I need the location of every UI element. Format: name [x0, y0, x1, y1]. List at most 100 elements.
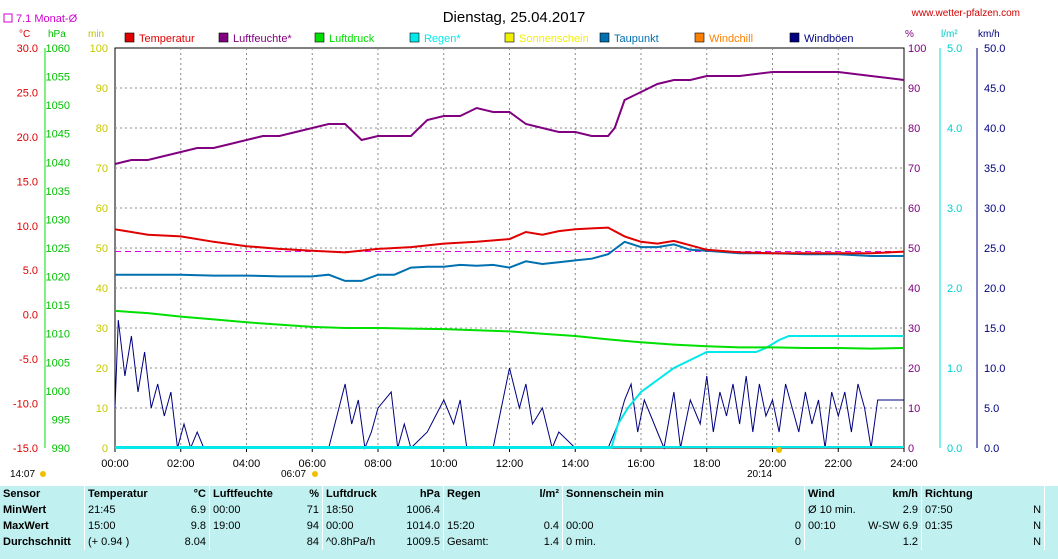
y-tick-humidity: 40 [908, 283, 920, 295]
stats-cell: 0 min. [562, 534, 743, 550]
legend-swatch [314, 32, 325, 43]
y-tick-minutes: 20 [96, 363, 108, 375]
stats-cell: 00:10 [804, 518, 862, 534]
stats-row-max: MaxWert 15:00 9.8 19:00 94 00:00 1014.0 … [0, 518, 1058, 534]
stats-cell [562, 502, 743, 518]
sunset-time: 20:14 [747, 469, 772, 480]
stats-cell: 1.4 [543, 536, 559, 548]
y-tick-wind: 30.0 [984, 203, 1005, 215]
y-tick-rain: 3.0 [947, 203, 962, 215]
stats-header-temp-unit: °C [193, 488, 206, 500]
stats-cell: 6.9 [190, 504, 206, 516]
y-tick-temp: -5.0 [19, 354, 38, 366]
sunset-icon [776, 447, 782, 453]
y-tick-pressure: 1010 [46, 329, 70, 341]
legend: Temperatur Luftfeuchte* Luftdruck Regen* Son… [124, 32, 854, 45]
y-tick-wind: 25.0 [984, 243, 1005, 255]
stats-cell: 1.2 [902, 536, 919, 548]
legend-swatch [218, 32, 229, 43]
y-tick-temp: 0.0 [23, 310, 38, 322]
stats-table: Sensor Temperatur °C Luftfeuchte % Luftd… [0, 486, 1058, 559]
stats-cell [209, 534, 288, 550]
stats-header-sensor: Sensor [3, 488, 41, 500]
data-series [114, 71, 905, 450]
y-tick-pressure: 1015 [46, 300, 70, 312]
x-tick-label: 12:00 [496, 458, 524, 470]
legend-label: Windböen [804, 33, 854, 45]
y-tick-temp: -10.0 [13, 399, 38, 411]
x-axis: 00:00 02:00 04:00 06:00 08:00 10:00 12:00 14:00… [101, 448, 918, 470]
stats-cell: 19:00 [209, 518, 288, 534]
legend-label: Windchill [709, 33, 753, 45]
series-regen [115, 335, 904, 449]
y-tick-humidity: 100 [908, 43, 926, 55]
y-tick-pressure: 1055 [46, 72, 70, 84]
stats-filler [1044, 502, 1058, 518]
y-tick-rain: 0.0 [947, 443, 962, 455]
series-luftdruck [114, 309, 905, 350]
y-tick-minutes: 60 [96, 203, 108, 215]
stats-row-label: MaxWert [3, 520, 49, 532]
stats-cell: Gesamt: [443, 534, 518, 550]
y-tick-minutes: 40 [96, 283, 108, 295]
stats-cell: 15:00 [84, 518, 163, 534]
x-tick-label: 06:00 [298, 458, 326, 470]
y-tick-humidity: 80 [908, 123, 920, 135]
x-tick-label: 10:00 [430, 458, 458, 470]
y-tick-pressure: 1025 [46, 243, 70, 255]
series-luftfeuchte [114, 71, 905, 165]
stats-cell: 07:50 [921, 502, 989, 518]
legend-label: Regen* [424, 33, 461, 45]
y-tick-humidity: 10 [908, 403, 920, 415]
sun-markers: 14:07 06:07 20:14 [10, 447, 782, 480]
stats-cell: N [1033, 536, 1042, 548]
unit-pressure: hPa [48, 29, 66, 40]
y-tick-pressure: 1045 [46, 129, 70, 141]
stats-filler [1044, 518, 1058, 534]
stats-header-hum: Luftfeuchte [209, 486, 288, 502]
y-tick-rain: 5.0 [947, 43, 962, 55]
y-tick-rain: 2.0 [947, 283, 962, 295]
stats-cell: 15:20 [443, 518, 518, 534]
stats-header-rain: Regen [443, 486, 518, 502]
y-tick-wind: 15.0 [984, 323, 1005, 335]
y-tick-temp: 10.0 [17, 221, 38, 233]
x-tick-label: 00:00 [101, 458, 129, 470]
stats-cell: 00:00 [562, 518, 743, 534]
legend-swatch [694, 32, 705, 43]
stats-cell: 0 [794, 536, 802, 548]
stats-cell [804, 534, 862, 550]
sunrise-time: 06:07 [281, 469, 306, 480]
stats-row-avg: Durchschnitt (+ 0.94 ) 8.04 84 ^0.8hPa/h… [0, 534, 1058, 550]
x-tick-label: 02:00 [167, 458, 195, 470]
stats-cell: 8.04 [184, 536, 206, 548]
y-tick-humidity: 60 [908, 203, 920, 215]
sunshine-start-time: 14:07 [10, 469, 35, 480]
stats-cell [742, 502, 804, 518]
stats-cell: 84 [306, 536, 319, 548]
y-tick-temp: 20.0 [17, 132, 38, 144]
x-tick-label: 16:00 [627, 458, 655, 470]
x-tick-label: 22:00 [824, 458, 852, 470]
legend-swatch [124, 32, 135, 43]
y-tick-humidity: 50 [908, 243, 920, 255]
stats-row-min: MinWert 21:45 6.9 00:00 71 18:50 1006.4 … [0, 502, 1058, 518]
y-tick-wind: 40.0 [984, 123, 1005, 135]
y-tick-wind: 50.0 [984, 43, 1005, 55]
y-tick-temp: 5.0 [23, 265, 38, 277]
unit-temp: °C [19, 29, 30, 40]
stats-cell: 94 [306, 520, 319, 532]
stats-cell: 1006.4 [406, 504, 440, 516]
website-link[interactable]: www.wetter-pfalzen.com [911, 8, 1020, 19]
y-tick-wind: 45.0 [984, 83, 1005, 95]
x-tick-label: 08:00 [364, 458, 392, 470]
y-tick-pressure: 1060 [46, 43, 70, 55]
stats-cell: 1014.0 [406, 520, 440, 532]
legend-label: Sonnenschein [519, 33, 589, 45]
stats-cell: 71 [306, 504, 319, 516]
legend-label: Temperatur [139, 33, 195, 45]
y-tick-humidity: 0 [908, 443, 914, 455]
y-tick-humidity: 30 [908, 323, 920, 335]
stats-cell: 01:35 [921, 518, 989, 534]
stats-cell: 2.9 [902, 504, 919, 516]
